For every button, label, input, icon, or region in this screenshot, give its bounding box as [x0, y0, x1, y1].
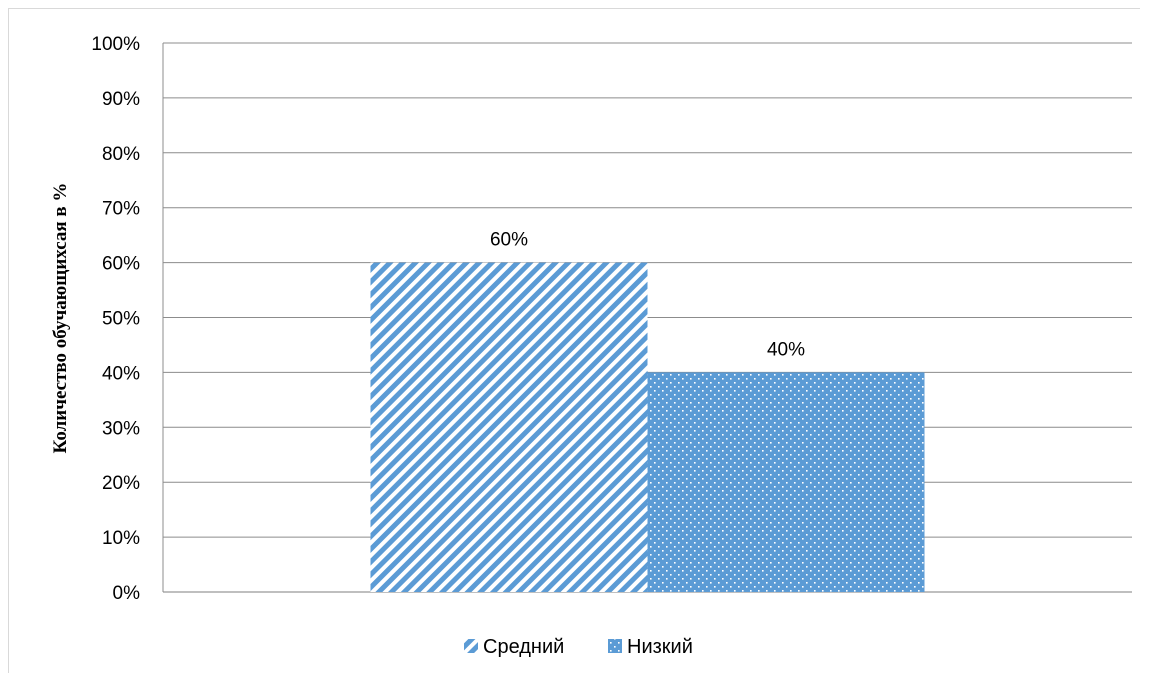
y-axis-ticks: 0% 10% 20% 30% 40% 50% 60% 70% 80% 90% 100%	[91, 34, 140, 604]
legend: Средний Низкий	[464, 636, 693, 658]
bars	[370, 262, 925, 592]
data-label: 40%	[767, 339, 805, 360]
y-tick-label: 10%	[102, 528, 140, 549]
bar-srednij	[370, 262, 648, 592]
y-tick-label: 60%	[102, 254, 140, 275]
legend-swatch	[608, 639, 622, 653]
y-tick-label: 80%	[102, 144, 140, 165]
data-labels: 60% 40%	[490, 230, 805, 361]
y-tick-label: 0%	[113, 583, 141, 604]
data-label: 60%	[490, 230, 528, 251]
bar-nizkij	[647, 372, 925, 592]
y-tick-label: 90%	[102, 89, 140, 110]
y-tick-label: 30%	[102, 418, 140, 439]
y-tick-label: 50%	[102, 309, 140, 330]
legend-label: Низкий	[627, 636, 693, 658]
y-axis-title: Количество обучающихсая в %	[50, 183, 71, 454]
y-tick-label: 20%	[102, 473, 140, 494]
chart-frame	[8, 8, 1140, 673]
legend-label: Средний	[483, 636, 564, 658]
legend-swatch	[464, 639, 478, 653]
y-tick-label: 70%	[102, 199, 140, 220]
y-tick-label: 40%	[102, 363, 140, 384]
y-tick-label: 100%	[91, 34, 140, 55]
